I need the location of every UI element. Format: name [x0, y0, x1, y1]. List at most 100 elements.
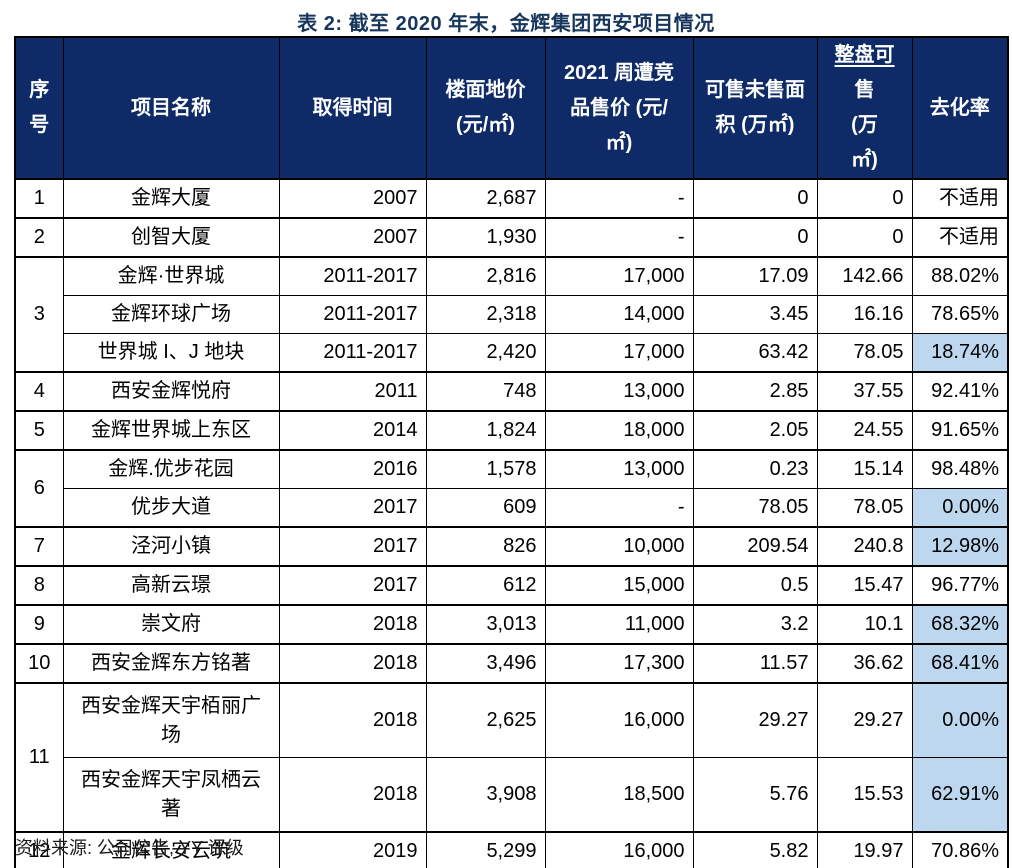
cell-comp: 13,000	[544, 371, 694, 412]
cell-no: 5	[14, 410, 64, 451]
cell-comp: -	[544, 178, 694, 219]
cell-total: 36.62	[816, 643, 913, 684]
cell-total: 19.97	[816, 831, 913, 868]
table-title: 表 2: 截至 2020 年末，金辉集团西安项目情况	[297, 13, 715, 35]
cell-no: 1	[14, 178, 64, 219]
cell-comp: 17,000	[544, 333, 694, 373]
header-unsold-area: 可售未售面 积 (万㎡)	[692, 36, 818, 180]
cell-no: 4	[14, 371, 64, 412]
cell-rate-highlighted: 0.00%	[911, 682, 1009, 758]
cell-rate: 91.65%	[911, 410, 1009, 451]
cell-name: 金辉长安云筑	[62, 831, 280, 868]
header-comp-price: 2021 周遭竞 品售价 (元/ ㎡)	[544, 36, 694, 180]
cell-land: 2,816	[425, 256, 546, 296]
cell-unsold: 2.85	[692, 371, 818, 412]
cell-no: 10	[14, 643, 64, 684]
table-row: 5 金辉世界城上东区 2014 1,824 18,000 2.05 24.55 …	[14, 410, 1009, 451]
cell-name: 金辉环球广场	[62, 295, 280, 334]
cell-land: 2,420	[425, 333, 546, 373]
header-no: 序 号	[14, 36, 64, 180]
cell-land: 748	[425, 371, 546, 412]
cell-total: 240.8	[816, 526, 913, 567]
cell-unsold: 0.5	[692, 565, 818, 606]
cell-comp: 18,500	[544, 757, 694, 833]
cell-rate: 78.65%	[911, 295, 1009, 334]
cell-total: 24.55	[816, 410, 913, 451]
cell-total: 29.27	[816, 682, 913, 758]
cell-name: 崇文府	[62, 604, 280, 645]
cell-comp: 13,000	[544, 449, 694, 489]
cell-comp: 15,000	[544, 565, 694, 606]
cell-comp: 17,300	[544, 643, 694, 684]
cell-name: 西安金辉天宇凤栖云著	[62, 757, 280, 833]
cell-comp: 10,000	[544, 526, 694, 567]
table-row: 西安金辉天宇凤栖云著 2018 3,908 18,500 5.76 15.53 …	[15, 757, 1009, 833]
cell-land: 2,318	[425, 295, 546, 334]
cell-name: 西安金辉天宇栢丽广场	[62, 682, 280, 758]
cell-unsold: 5.82	[692, 831, 818, 868]
table-row: 世界城 I、J 地块 2011-2017 2,420 17,000 63.42 …	[15, 333, 1009, 373]
cell-name: 创智大厦	[62, 217, 280, 258]
cell-name: 金辉大厦	[62, 178, 280, 219]
cell-unsold: 0	[692, 178, 818, 219]
cell-comp: 17,000	[544, 256, 694, 296]
cell-name: 西安金辉悦府	[62, 371, 280, 412]
cell-no: 6	[14, 449, 64, 528]
header-land-price: 楼面地价 (元/㎡)	[425, 36, 546, 180]
cell-total: 0	[816, 178, 913, 219]
table-row: 7 泾河小镇 2017 826 10,000 209.54 240.8 12.9…	[14, 526, 1009, 567]
cell-total: 15.14	[816, 449, 913, 489]
cell-time: 2007	[278, 217, 427, 258]
cell-name: 世界城 I、J 地块	[62, 333, 280, 373]
header-rate: 去化率	[911, 36, 1009, 180]
cell-rate: 96.77%	[911, 565, 1009, 606]
table-row: 8 高新云璟 2017 612 15,000 0.5 15.47 96.77%	[14, 565, 1009, 606]
cell-rate-highlighted: 18.74%	[911, 333, 1009, 373]
cell-unsold: 63.42	[692, 333, 818, 373]
header-time: 取得时间	[278, 36, 427, 180]
table-row: 12 金辉长安云筑 2019 5,299 16,000 5.82 19.97 7…	[14, 831, 1009, 868]
cell-time: 2017	[278, 488, 427, 528]
cell-comp: -	[544, 217, 694, 258]
cell-unsold: 209.54	[692, 526, 818, 567]
cell-comp: 16,000	[544, 682, 694, 758]
cell-land: 1,930	[425, 217, 546, 258]
cell-unsold: 3.45	[692, 295, 818, 334]
cell-time: 2017	[278, 526, 427, 567]
cell-time: 2011-2017	[278, 333, 427, 373]
cell-rate: 98.48%	[911, 449, 1009, 489]
cell-time: 2019	[278, 831, 427, 868]
table-row: 4 西安金辉悦府 2011 748 13,000 2.85 37.55 92.4…	[14, 371, 1009, 412]
cell-total: 10.1	[816, 604, 913, 645]
cell-time: 2016	[278, 449, 427, 489]
cell-rate-highlighted: 12.98%	[911, 526, 1009, 567]
cell-land: 3,496	[425, 643, 546, 684]
projects-table: 序 号 项目名称 取得时间 楼面地价 (元/㎡) 2021 周遭竞 品售价 (元…	[14, 36, 1009, 868]
cell-rate: 不适用	[911, 178, 1009, 219]
cell-unsold: 0.23	[692, 449, 818, 489]
cell-time: 2011-2017	[278, 295, 427, 334]
cell-name: 泾河小镇	[62, 526, 280, 567]
cell-land: 1,824	[425, 410, 546, 451]
cell-name: 高新云璟	[62, 565, 280, 606]
cell-comp: 14,000	[544, 295, 694, 334]
cell-total: 142.66	[816, 256, 913, 296]
cell-total: 16.16	[816, 295, 913, 334]
cell-comp: 11,000	[544, 604, 694, 645]
cell-total: 78.05	[816, 488, 913, 528]
cell-land: 5,299	[425, 831, 546, 868]
cell-total: 15.47	[816, 565, 913, 606]
table-row: 10 西安金辉东方铭著 2018 3,496 17,300 11.57 36.6…	[14, 643, 1009, 684]
cell-name: 金辉世界城上东区	[62, 410, 280, 451]
table-row: 2 创智大厦 2007 1,930 - 0 0 不适用	[14, 217, 1009, 258]
cell-land: 2,687	[425, 178, 546, 219]
cell-rate-highlighted: 68.32%	[911, 604, 1009, 645]
cell-time: 2011	[278, 371, 427, 412]
cell-total: 0	[816, 217, 913, 258]
cell-rate-highlighted: 62.91%	[911, 757, 1009, 833]
cell-no: 11	[14, 682, 64, 833]
header-total-sellable-rest: 售 (万 ㎡)	[851, 79, 878, 171]
cell-unsold: 2.05	[692, 410, 818, 451]
cell-comp: 18,000	[544, 410, 694, 451]
cell-no: 8	[14, 565, 64, 606]
